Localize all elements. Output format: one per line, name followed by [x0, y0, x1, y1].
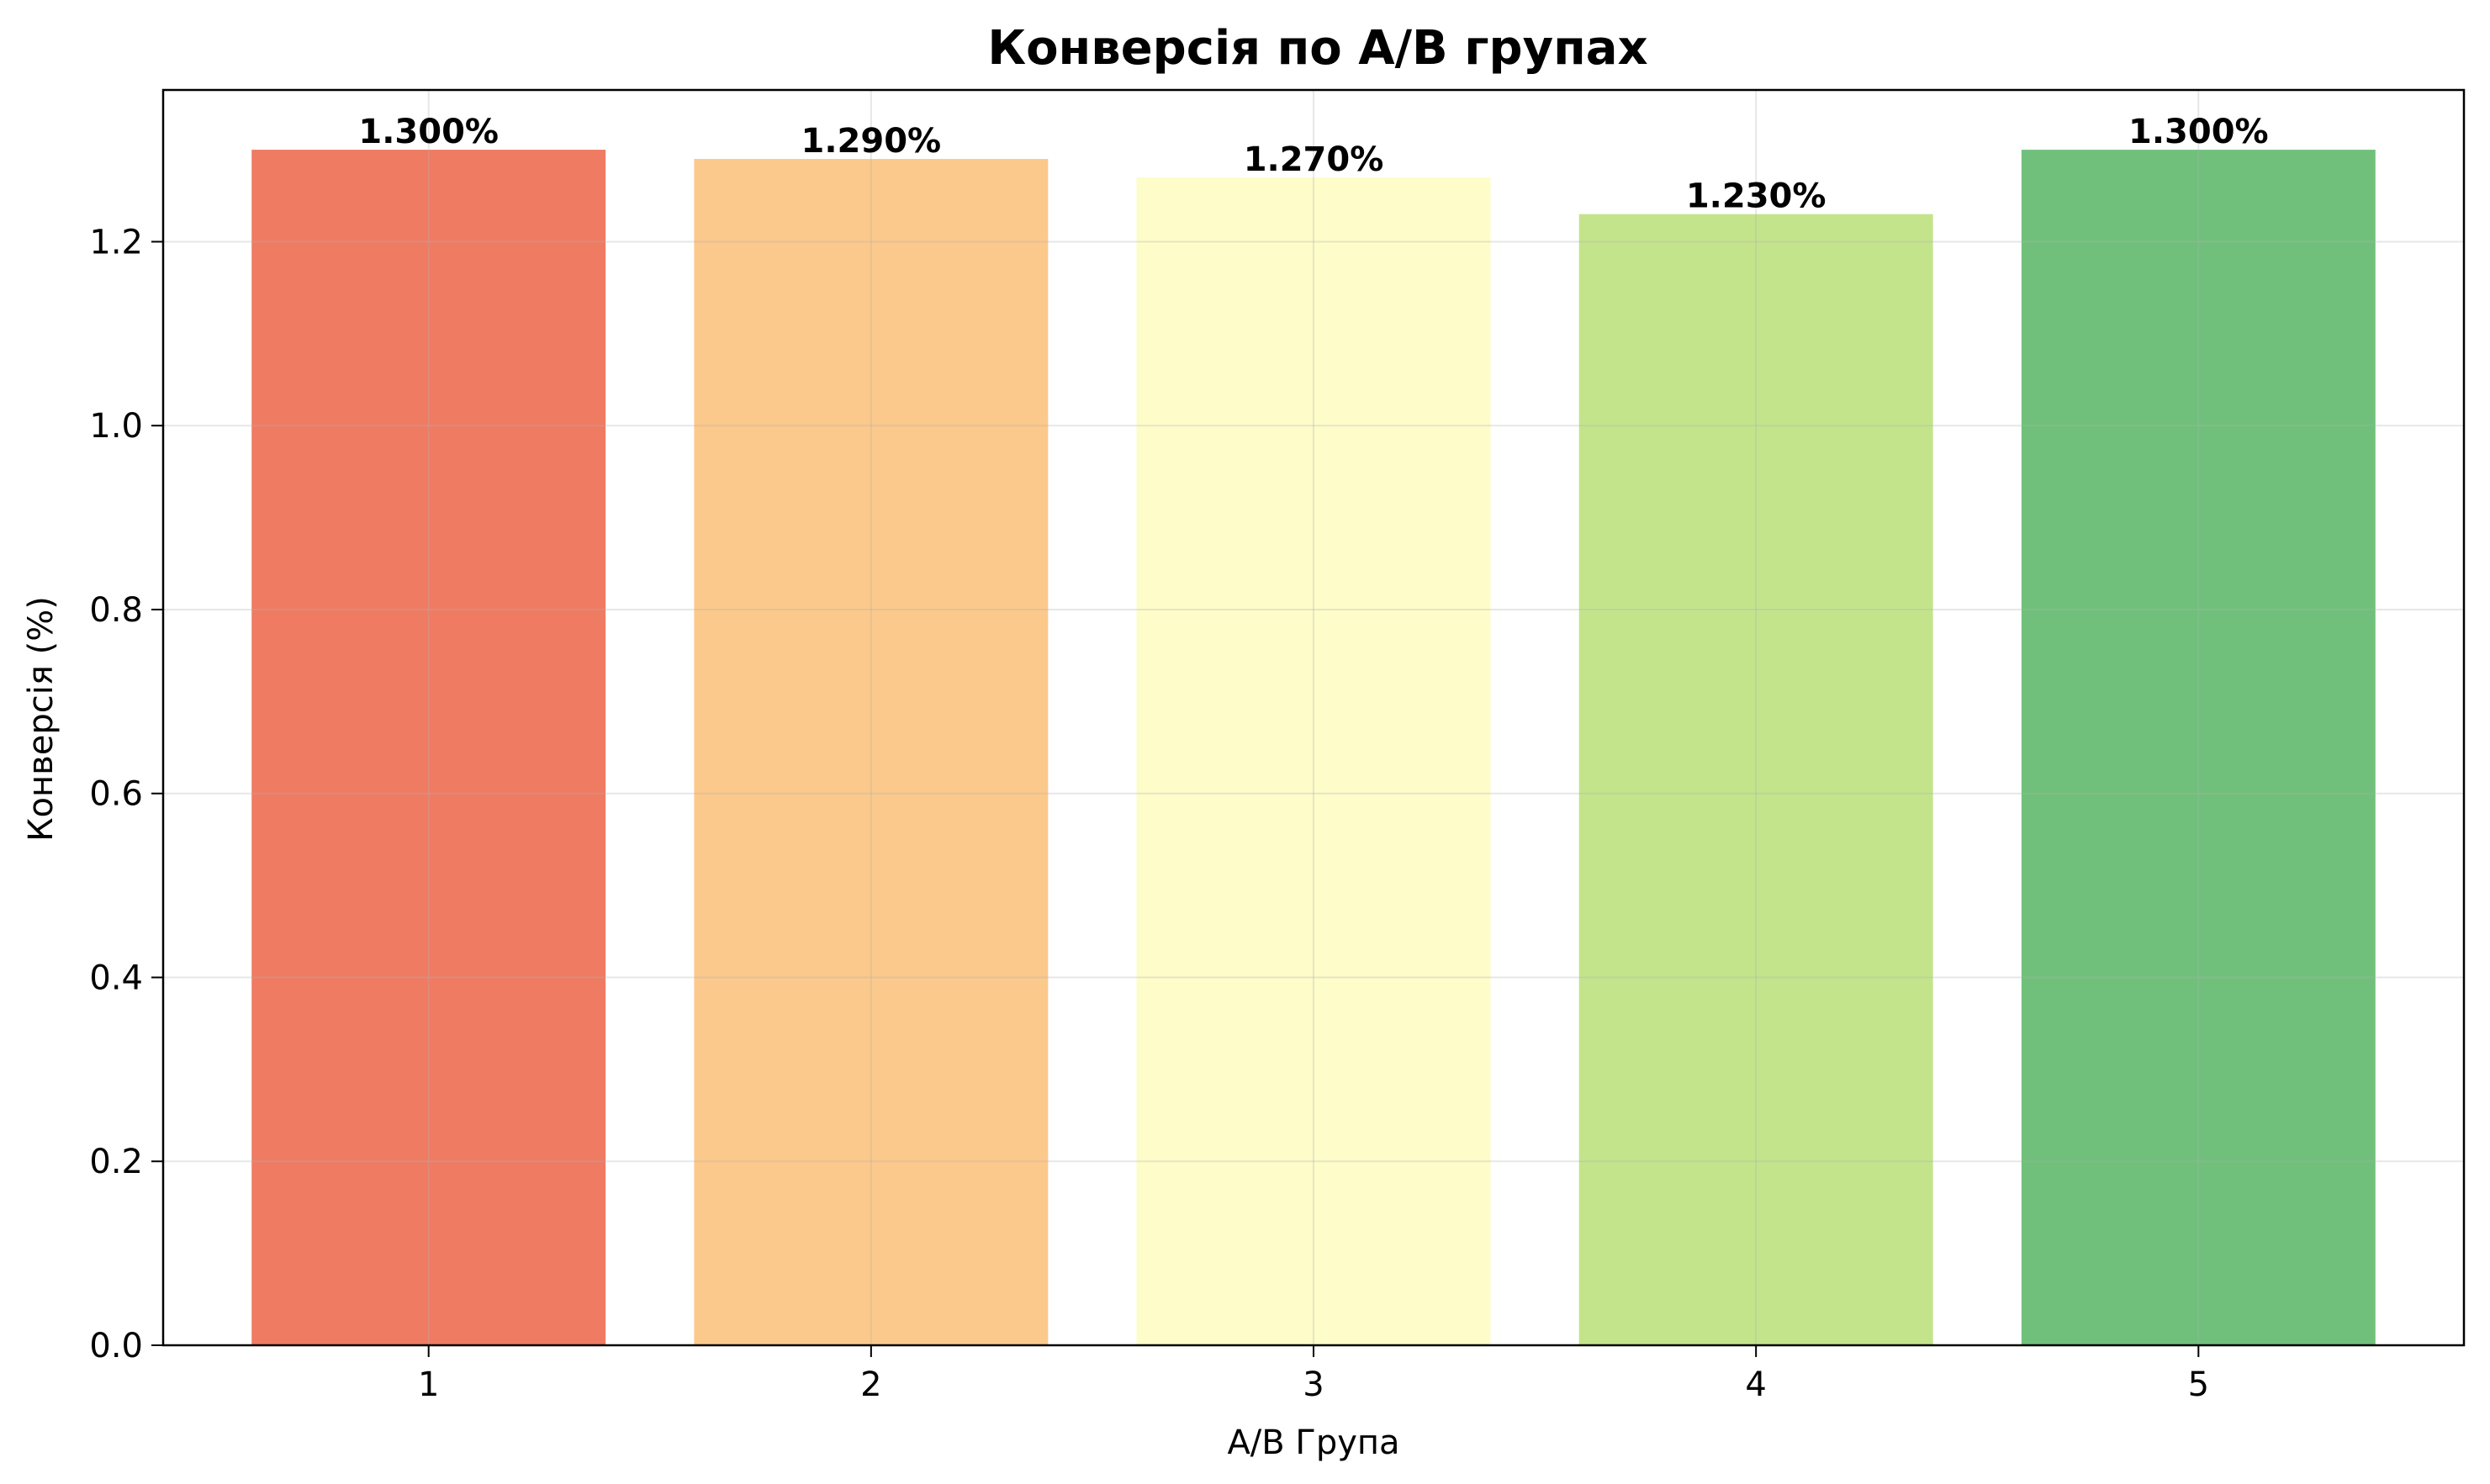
grid-layer — [163, 90, 2464, 1346]
x-axis-label: A/B Група — [1227, 1423, 1399, 1462]
y-tick-label-5: 1.0 — [89, 407, 143, 446]
y-tick-label-3: 0.6 — [89, 775, 143, 814]
x-tick-label-1: 1 — [418, 1365, 439, 1404]
chart-title: Конверсія по A/B групах — [987, 21, 1647, 76]
y-tick-label-4: 0.8 — [89, 591, 143, 630]
bar-3 — [1136, 177, 1491, 1345]
y-tick-label-1: 0.2 — [89, 1143, 143, 1181]
axes-frame — [161, 88, 2466, 1347]
x-tick-label-5: 5 — [2188, 1365, 2209, 1404]
y-axis-label: Конверсія (%) — [22, 596, 61, 842]
bars-layer — [251, 150, 2376, 1346]
x-tick-label-2: 2 — [860, 1365, 881, 1404]
data-labels-layer: 1.300% 1.290% 1.270% 1.230% 1.300% — [358, 113, 2268, 216]
bar-2 — [694, 159, 1049, 1346]
bar-1 — [251, 150, 606, 1346]
y-tick-label-6: 1.2 — [89, 223, 143, 261]
x-tick-label-3: 3 — [1303, 1365, 1324, 1404]
data-label-2: 1.290% — [801, 122, 942, 161]
data-label-4: 1.230% — [1686, 177, 1827, 216]
x-tick-label-4: 4 — [1745, 1365, 1766, 1404]
y-tick-label-0: 0.0 — [89, 1327, 143, 1365]
bar-5 — [2021, 150, 2376, 1346]
ticks-layer: 0.0 0.2 0.4 0.6 0.8 1.0 1.2 1 2 3 4 5 — [89, 223, 2209, 1404]
data-label-5: 1.300% — [2128, 113, 2269, 151]
y-tick-label-2: 0.4 — [89, 959, 143, 997]
data-label-1: 1.300% — [358, 113, 499, 151]
bar-4 — [1578, 214, 1933, 1346]
data-label-3: 1.270% — [1244, 140, 1384, 179]
